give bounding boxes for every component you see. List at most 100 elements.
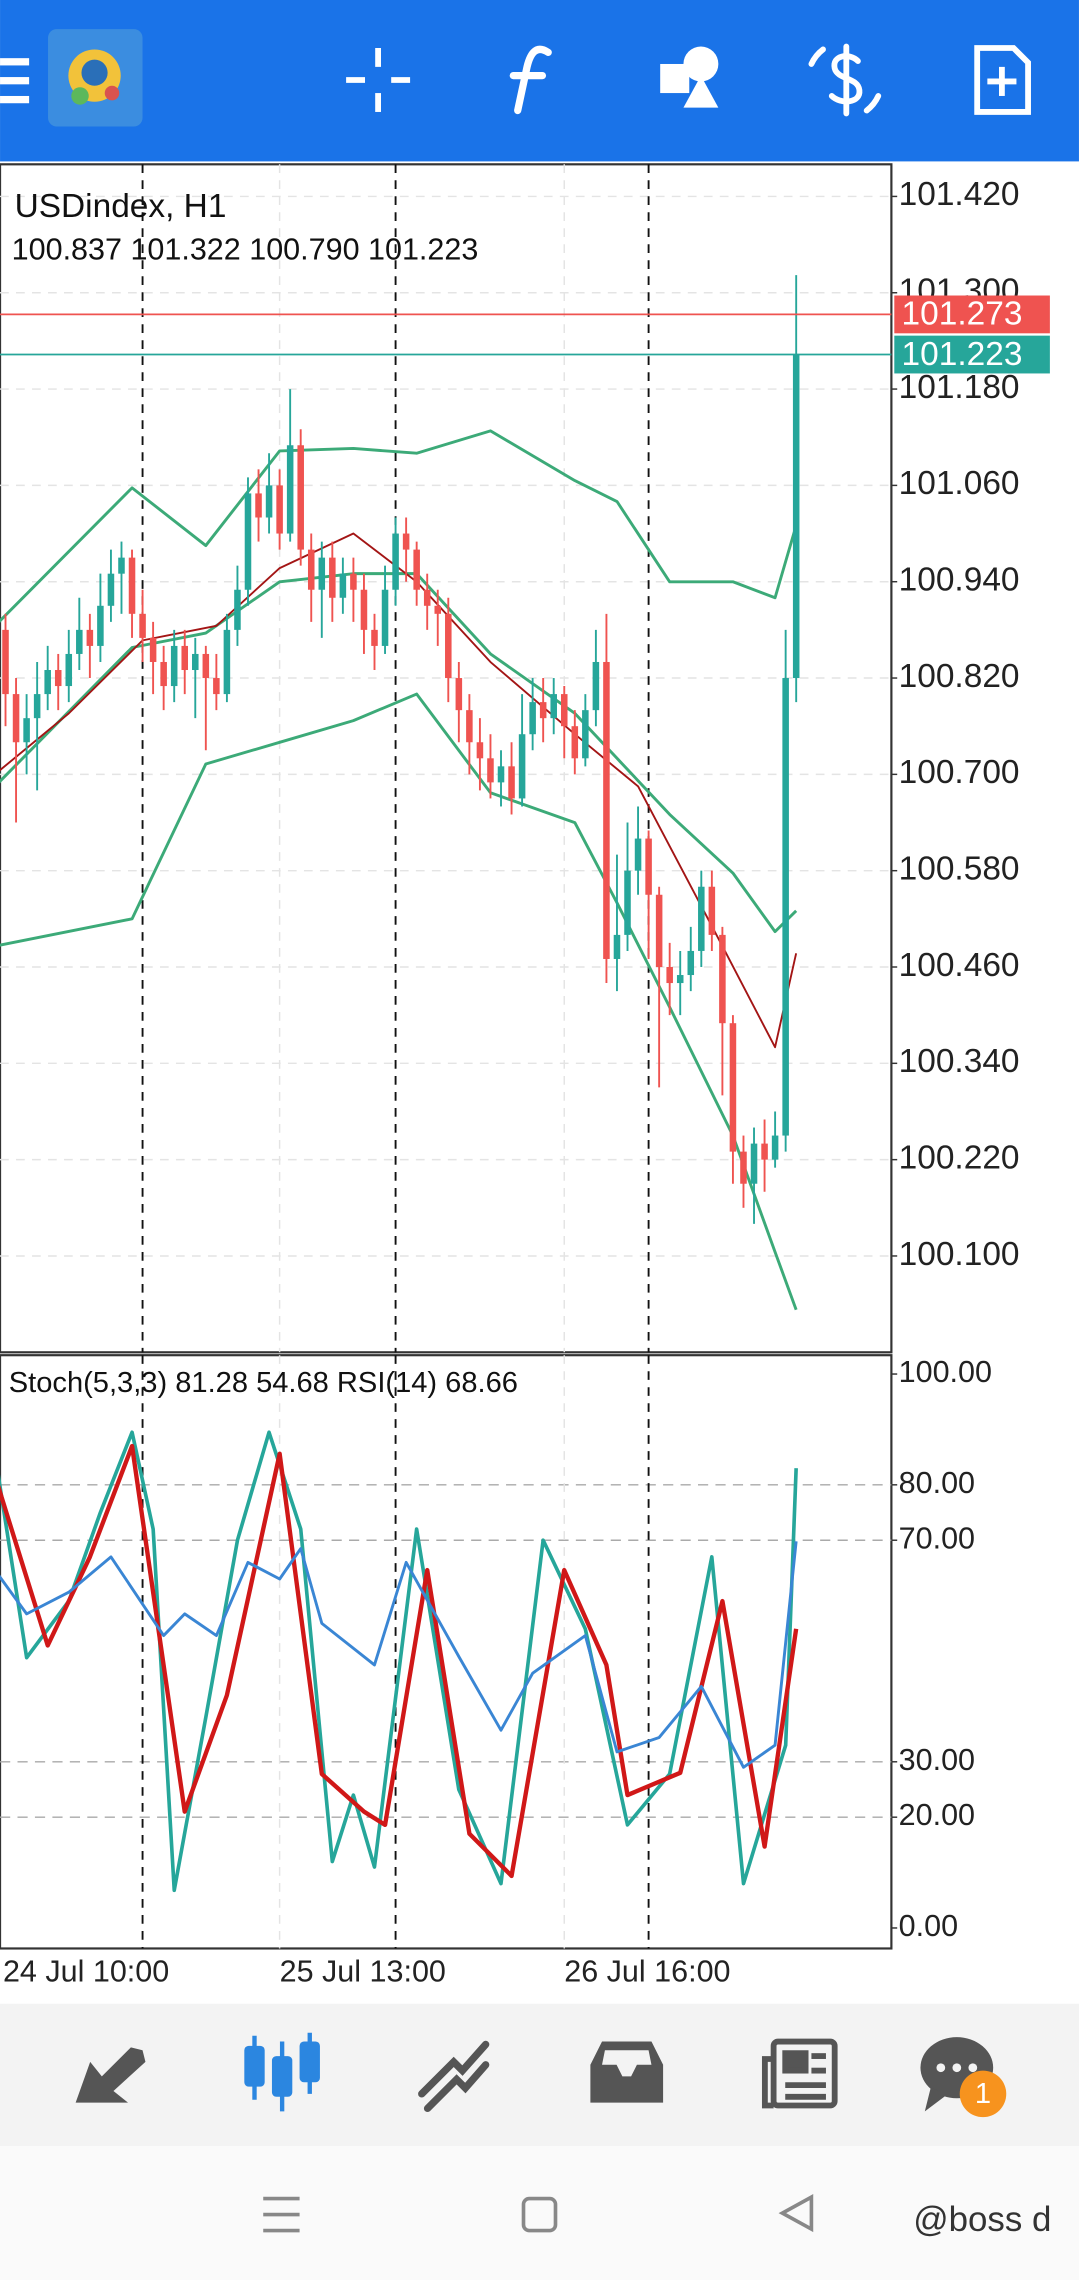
bollinger-middle [0, 572, 798, 934]
candle-body [234, 589, 241, 630]
home-button[interactable] [521, 2196, 558, 2233]
candle-body [350, 573, 357, 590]
candle-body [455, 678, 463, 711]
candle-body [771, 1135, 779, 1160]
badge-count: 1 [975, 2078, 991, 2110]
bollinger-upper [0, 429, 798, 623]
x-tick-label: 26 Jul 16:00 [564, 1954, 730, 1988]
y-tick-label: 101.060 [899, 465, 1020, 502]
y-tick-label: 70.00 [899, 1521, 975, 1555]
candle-body [128, 557, 136, 614]
indicators-button[interactable] [509, 45, 552, 115]
indicator-line [0, 1541, 798, 1769]
candle-body [550, 694, 557, 719]
new-order-button[interactable] [974, 45, 1031, 115]
symbol-title: USDindex, H1 [15, 188, 227, 225]
candle-body [307, 549, 315, 590]
y-tick-label: 101.180 [899, 369, 1020, 406]
trade-tab[interactable] [418, 2040, 490, 2113]
candle-body [318, 557, 326, 590]
candle-body [276, 485, 283, 534]
candle-body [223, 629, 231, 695]
trade-button[interactable] [808, 43, 882, 117]
candle-body [170, 645, 178, 687]
candle-body [265, 485, 273, 518]
candle-body [255, 493, 262, 518]
candle-body [445, 613, 452, 679]
x-tick-label: 24 Jul 10:00 [3, 1954, 169, 1988]
grid [0, 164, 898, 1949]
candle-body [54, 670, 62, 687]
y-tick-label: 101.420 [899, 176, 1020, 213]
y-tick-label: 100.220 [899, 1139, 1020, 1176]
price-tag [894, 295, 1050, 334]
candle-body [666, 967, 673, 984]
candle-body [729, 1023, 737, 1152]
plot [0, 275, 892, 1893]
candle-body [423, 589, 431, 606]
indicator-line [0, 1443, 799, 1879]
candle-body [624, 870, 631, 935]
candle-body [33, 694, 41, 719]
candle-body [518, 734, 526, 799]
candle-body [371, 629, 378, 646]
menu-button[interactable] [0, 58, 30, 104]
candle-body [149, 637, 157, 662]
candle-body [761, 1143, 768, 1160]
candle-body [603, 661, 610, 959]
y-tick-label: 100.580 [899, 851, 1020, 888]
candle-body [782, 678, 789, 1136]
candle-body [529, 702, 536, 735]
toolbar [0, 0, 1079, 162]
indicator-title: Stoch(5,3,3) 81.28 54.68 RSI(14) 68.66 [9, 1367, 518, 1399]
candle-body [571, 726, 579, 759]
candle-body [213, 678, 220, 695]
candle-body [107, 573, 115, 606]
app-icon[interactable] [48, 29, 143, 127]
crosshair-button[interactable] [346, 47, 411, 112]
candle-body [65, 653, 73, 687]
candle-body [508, 766, 515, 799]
candle-body [286, 445, 294, 534]
candle-body [381, 589, 389, 646]
y-tick-label: 100.00 [899, 1355, 992, 1389]
chart-tab[interactable] [244, 2032, 320, 2112]
x-tick-label: 25 Jul 13:00 [280, 1954, 446, 1988]
candle-body [434, 605, 442, 614]
indicator-line [0, 1430, 798, 1893]
candle-body [402, 533, 410, 550]
labels: 101.420101.300101.180101.060100.940100.8… [3, 176, 1050, 1988]
chat-tab[interactable]: 1 [920, 2037, 1007, 2118]
candle-body [192, 653, 199, 671]
candle-body [645, 838, 652, 895]
candle-body [160, 661, 167, 687]
y-tick-label: 100.460 [899, 947, 1020, 984]
candle-body [392, 533, 399, 590]
news-tab[interactable] [761, 2038, 838, 2109]
back-button[interactable] [778, 2194, 814, 2233]
recents-button[interactable] [263, 2196, 300, 2233]
bottom-nav [0, 2003, 1079, 2147]
price-pane [0, 163, 893, 1354]
y-tick-label: 30.00 [899, 1743, 975, 1777]
watermark: @boss d [913, 2200, 1051, 2239]
history-tab[interactable] [590, 2041, 664, 2103]
y-tick-label: 20.00 [899, 1798, 975, 1832]
candle-body [634, 838, 642, 871]
y-tick-label: 100.700 [899, 754, 1020, 791]
candle-body [740, 1151, 747, 1184]
candle-body [181, 645, 189, 671]
candle-body [466, 710, 473, 743]
candle-body [698, 886, 705, 951]
candle-body [592, 661, 600, 711]
price-tag-label: 101.223 [902, 336, 1023, 373]
y-tick-label: 100.820 [899, 658, 1020, 695]
candle-body [613, 934, 621, 959]
candle-body [97, 605, 104, 646]
objects-button[interactable] [660, 46, 719, 108]
ohlc-text: 100.837 101.322 100.790 101.223 [12, 233, 479, 267]
candle-body [487, 758, 494, 783]
quotes-tab[interactable] [75, 2047, 146, 2103]
